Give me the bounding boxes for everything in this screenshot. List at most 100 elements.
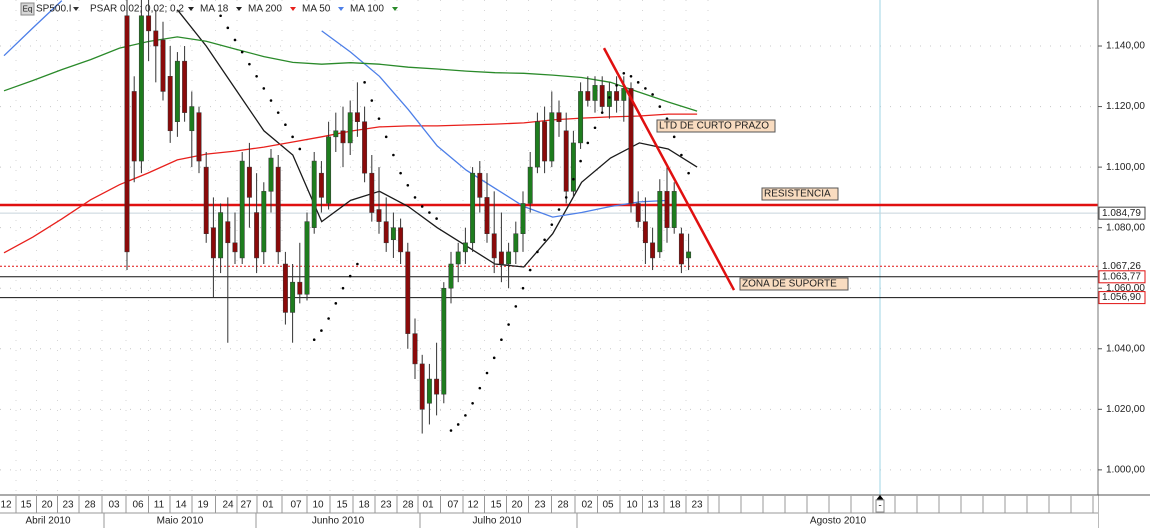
psar-dot [557, 208, 561, 211]
candle-body [218, 212, 224, 259]
candle-body [333, 130, 339, 138]
legend-entry: MA 100 [350, 4, 384, 15]
psar-dot [507, 323, 510, 326]
psar-dot [564, 196, 568, 199]
candle-body [232, 242, 238, 253]
psar-dot [435, 217, 438, 220]
cursor-box [875, 499, 885, 513]
candle-body [196, 112, 202, 162]
price-axis: 1.140,00 1.120,00 1.100,00 1.080,00 1.060,00… [1097, 0, 1146, 528]
month-label: Abril 2010 [25, 516, 70, 527]
dropdown-arrow [236, 7, 242, 11]
psar-dot [449, 429, 453, 432]
candle-body [174, 60, 180, 122]
psar-dot [492, 356, 496, 360]
annotation-box [656, 119, 776, 133]
instrument[interactable]: SP500.I [36, 4, 72, 15]
psar-dot [672, 135, 676, 139]
x-tick-label: 11 [154, 500, 165, 511]
psar-dot [377, 117, 381, 120]
month-label: Agosto 2010 [810, 516, 867, 527]
psar-dot [500, 338, 503, 341]
candle-body [578, 91, 584, 144]
candle-body [189, 106, 195, 132]
date-axis: 12 15 20 23 28 03 06 11 14 19 24 27 01 07 10 15 18 23 28 01… [0, 494, 1150, 528]
psar-dot [687, 171, 690, 175]
psar-dot [600, 111, 604, 114]
psar-dot [226, 26, 230, 30]
y-tick-label: 1.000,00 [1106, 465, 1145, 476]
psar-dot [629, 74, 633, 78]
x-tick-label: 19 [197, 500, 209, 511]
psar-dot [579, 159, 582, 163]
candle-body [246, 166, 252, 198]
candle-body [664, 191, 670, 228]
date-axis-bg [0, 495, 1098, 528]
x-tick-label: 12 [0, 500, 12, 511]
psar-dot [370, 99, 374, 102]
psar-dot [586, 141, 590, 145]
candle-body [146, 15, 152, 32]
candle-body [621, 88, 627, 101]
candle-body [390, 227, 396, 241]
legend-entry: PSAR 0,02; 0,02; 0,2 [90, 4, 184, 15]
month-label: Maio 2010 [157, 516, 204, 527]
x-tick-label: 18 [669, 500, 681, 511]
psar-dot [593, 126, 597, 130]
candle-body [347, 112, 353, 144]
x-tick-label: 02 [581, 500, 593, 511]
candle-body [448, 263, 454, 289]
cursor-marker [876, 495, 884, 500]
x-tick-label: 23 [534, 500, 546, 511]
candle-body [671, 191, 677, 228]
psar-dot [392, 153, 395, 157]
psar-dot [348, 274, 352, 278]
psar-dot [327, 317, 330, 320]
candle-body [462, 242, 468, 253]
x-tick-label: 23 [380, 500, 392, 511]
price-level-box [1099, 260, 1145, 273]
candle-body [362, 121, 368, 174]
candle-body [628, 88, 634, 204]
psar-dot [269, 99, 273, 102]
candle-body [678, 233, 684, 265]
price-level-label: 1.084,79 [1102, 208, 1141, 219]
y-tick-label: 1.120,00 [1106, 101, 1145, 112]
candle-body [549, 112, 555, 162]
y-tick-label: 1.020,00 [1106, 404, 1145, 415]
candle-body [650, 242, 656, 259]
psar-dot [219, 14, 222, 18]
psar-dot [658, 105, 662, 108]
ma-line [3, 0, 669, 218]
psar-dot [536, 250, 539, 254]
x-tick-label: 15 [490, 500, 502, 511]
trendline [602, 47, 736, 291]
candle-body [282, 263, 288, 313]
candle-body [167, 76, 173, 132]
psar-dot [356, 262, 359, 266]
psar-dot [406, 183, 410, 187]
candle-body [570, 142, 576, 192]
candle-body [614, 91, 620, 101]
psar-dot [384, 135, 388, 139]
psar-dot [284, 123, 287, 127]
psar-dot [464, 414, 467, 417]
y-tick-label: 1.040,00 [1106, 343, 1145, 354]
psar-dot [514, 305, 518, 308]
x-tick-label: 01 [262, 500, 274, 511]
y-tick-label: 1.080,00 [1106, 222, 1145, 233]
candle-body [484, 197, 490, 234]
x-tick-label: 27 [240, 500, 252, 511]
candle-body [138, 15, 144, 162]
x-tick-label: 10 [312, 500, 324, 511]
psar-dot [240, 50, 244, 54]
candle-body [491, 233, 497, 259]
x-tick-label: 14 [175, 500, 187, 511]
x-tick-label: 20 [41, 500, 53, 511]
psar-dot [413, 196, 417, 199]
psar-dot [363, 81, 366, 84]
candle-body [405, 251, 411, 334]
annotation: LTD DE CURTO PRAZO [659, 121, 769, 132]
price-level-label: 1.056,90 [1102, 292, 1141, 303]
instrument-icon[interactable] [20, 2, 35, 16]
